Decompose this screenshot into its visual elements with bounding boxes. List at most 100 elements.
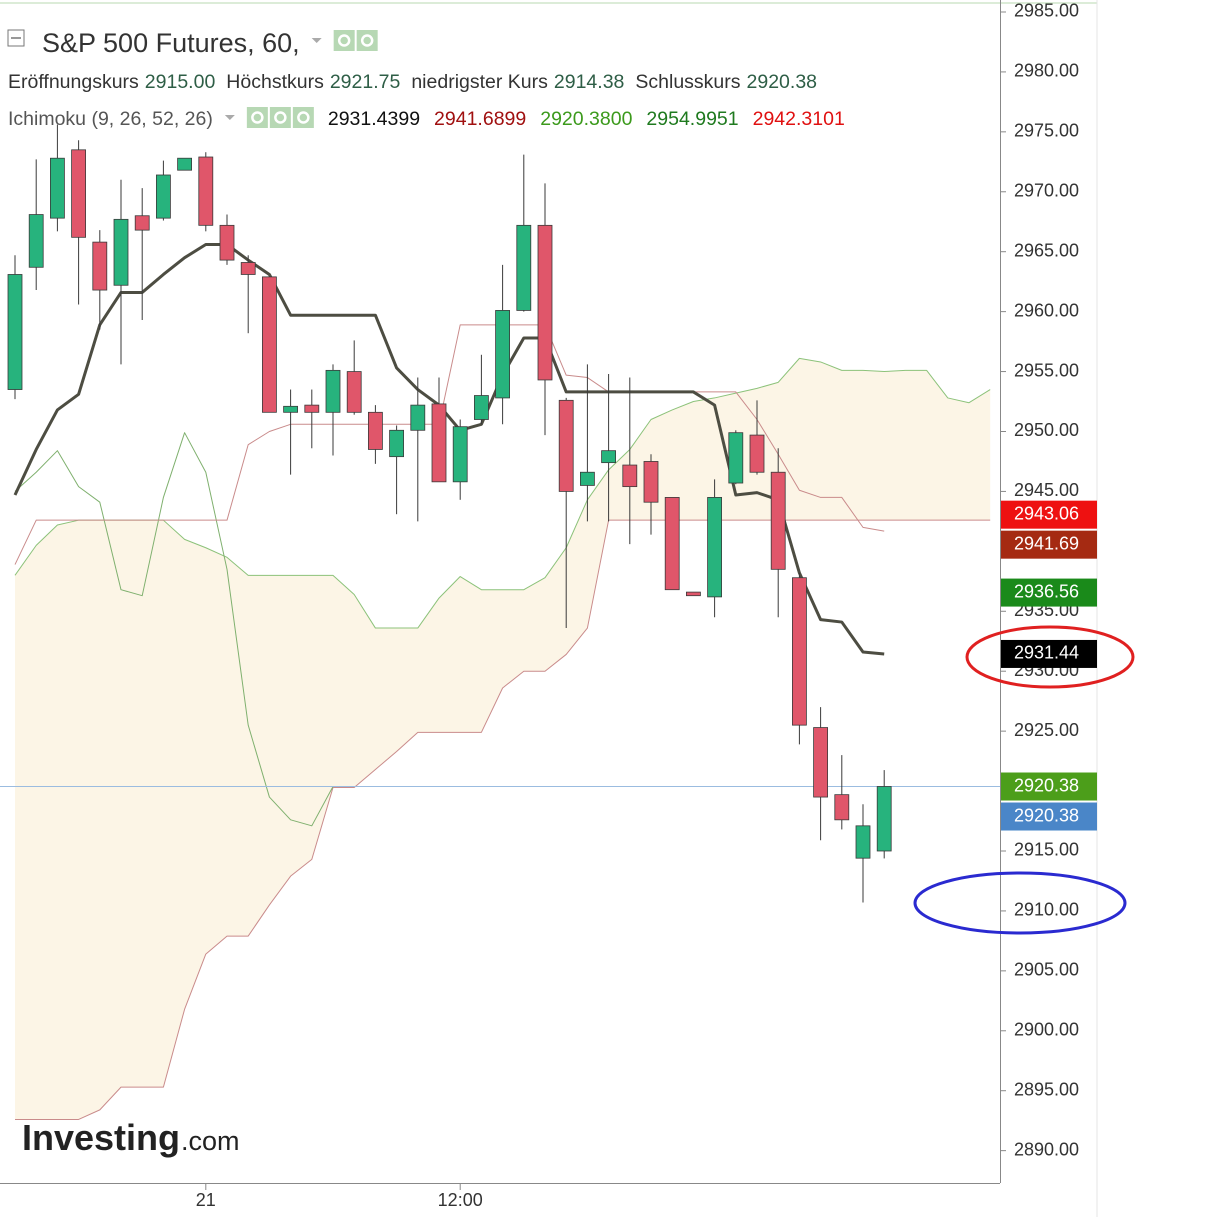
candle-body <box>855 825 871 859</box>
y-tick-label: 2900.00 <box>1014 1020 1079 1040</box>
icon-button[interactable] <box>292 107 314 128</box>
indicator-line <box>13 243 885 656</box>
icon-button[interactable] <box>333 30 355 51</box>
candle-body <box>537 224 553 381</box>
price-marker <box>1001 802 1097 831</box>
candle-body <box>367 411 383 450</box>
indicator-value: 2942.3101 <box>753 108 845 130</box>
y-tick-label: 2955.00 <box>1014 360 1079 380</box>
price-marker-label: 2920.38 <box>1014 775 1079 795</box>
y-tick-label: 2950.00 <box>1014 420 1079 440</box>
candle-body <box>134 215 150 231</box>
price-marker <box>1001 772 1097 801</box>
icon-button[interactable] <box>269 107 291 128</box>
plot-area <box>0 124 1000 1120</box>
annotation-circle <box>913 871 1127 935</box>
candle-body <box>7 274 23 390</box>
candle-body <box>198 156 214 226</box>
y-tick-label: 2945.00 <box>1014 480 1079 500</box>
dropdown-arrow[interactable] <box>311 38 322 43</box>
candle-body <box>219 224 235 261</box>
annotation-circle <box>965 625 1135 689</box>
indicator-label: Ichimoku (9, 26, 52, 26) <box>8 108 213 130</box>
indicator-value: 2941.6899 <box>434 108 526 130</box>
icon-glyph <box>297 111 310 124</box>
candle-body <box>452 426 468 483</box>
legend-value: 2920.38 <box>747 71 818 93</box>
y-tick-label: 2890.00 <box>1014 1139 1079 1159</box>
candle-body <box>325 369 341 413</box>
candle-body <box>622 464 638 488</box>
candle-body <box>28 214 44 268</box>
candle-body <box>155 174 171 219</box>
y-tick-label: 2910.00 <box>1014 900 1079 920</box>
candle-body <box>664 497 680 591</box>
price-marker-label: 2936.56 <box>1014 581 1079 601</box>
legend-label: Schlusskurs <box>635 71 740 93</box>
candle-body <box>495 310 511 399</box>
y-tick-label: 2980.00 <box>1014 61 1079 81</box>
indicator-line <box>14 357 991 629</box>
candle-body <box>71 149 86 238</box>
candle-body <box>580 471 595 486</box>
price-marker <box>1001 500 1097 529</box>
candle-body <box>283 405 299 413</box>
candle-body <box>686 591 701 597</box>
price-marker <box>1001 530 1097 559</box>
candle-body <box>516 224 532 311</box>
y-tick-label: 2895.00 <box>1014 1079 1079 1099</box>
candle-body <box>410 404 426 431</box>
candle-body <box>834 794 850 821</box>
legend-label: niedrigster Kurs <box>411 71 548 93</box>
dropdown-arrow[interactable] <box>224 115 235 120</box>
x-tick-label: 21 <box>196 1190 216 1210</box>
candle-body <box>240 262 256 275</box>
legend-value: 2915.00 <box>145 71 216 93</box>
icon-glyph <box>337 34 351 47</box>
candle-body <box>346 371 362 413</box>
y-tick-label: 2905.00 <box>1014 960 1079 980</box>
icon-button[interactable] <box>356 30 378 51</box>
y-tick-label: 2960.00 <box>1014 300 1079 320</box>
candle-body <box>304 404 320 413</box>
y-tick-label: 2925.00 <box>1014 720 1079 740</box>
price-marker <box>1001 639 1097 668</box>
candle-body <box>770 471 786 570</box>
candle-body <box>50 157 65 219</box>
price-marker-label: 2931.44 <box>1014 643 1079 663</box>
y-tick-label: 2970.00 <box>1014 181 1079 201</box>
indicator-value: 2954.9951 <box>646 108 738 130</box>
candle-body <box>431 403 447 483</box>
legend-label: Höchstkurs <box>226 71 324 93</box>
indicator-line <box>14 432 334 827</box>
indicator-line <box>14 324 885 565</box>
cloud-fill <box>15 358 991 1120</box>
y-tick-label: 2975.00 <box>1014 121 1079 141</box>
indicator-value: 2920.3800 <box>540 108 632 130</box>
icon-glyph <box>251 111 264 124</box>
candle-body <box>177 157 193 171</box>
icon-glyph <box>360 34 374 47</box>
legend-label: Eröffnungskurs <box>8 71 139 93</box>
y-tick-label: 2965.00 <box>1014 240 1079 260</box>
candle-body <box>792 577 807 726</box>
y-tick-label: 2985.00 <box>1014 1 1079 21</box>
icon-button[interactable] <box>246 107 268 128</box>
legend-header: S&P 500 Futures, 60, Eröffnungskurs 2915.… <box>7 28 845 130</box>
price-marker-label: 2941.69 <box>1014 533 1079 553</box>
chart-title: S&P 500 Futures, 60, <box>42 28 300 58</box>
candle-body <box>601 450 616 464</box>
legend-value: 2921.75 <box>330 71 401 93</box>
candle-body <box>876 786 892 852</box>
indicator-line <box>15 519 991 1120</box>
x-tick-label: 12:00 <box>438 1190 483 1210</box>
icon-glyph <box>274 111 287 124</box>
price-marker <box>1001 578 1097 607</box>
y-tick-label: 2915.00 <box>1014 840 1079 860</box>
indicator-value: 2931.4399 <box>328 108 420 130</box>
axes: 2985.00 2980.00 2975.00 2970.00 2965.00 2960.… <box>196 1 1097 1210</box>
candle-body <box>389 429 405 458</box>
candle-body <box>473 395 489 420</box>
candle-body <box>813 727 828 798</box>
